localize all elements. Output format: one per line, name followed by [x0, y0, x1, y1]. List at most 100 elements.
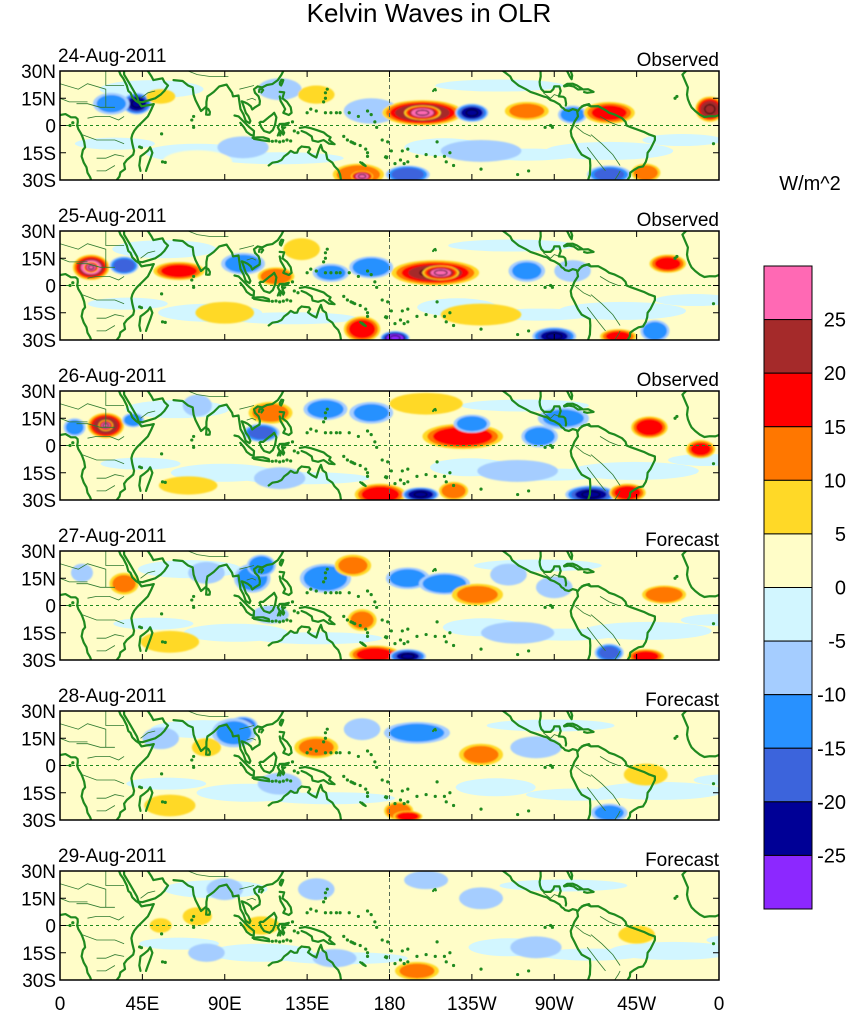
island: [448, 311, 452, 315]
anomaly-contour: [411, 108, 434, 118]
coastline-wafrica2: [60, 593, 79, 607]
colorbar-label: 0: [835, 578, 846, 600]
island: [516, 492, 520, 497]
island: [281, 619, 285, 623]
island: [71, 601, 75, 605]
panel-type: Observed: [637, 370, 719, 391]
island: [400, 149, 404, 153]
island: [356, 754, 360, 759]
anomaly-contour: [338, 556, 368, 575]
island: [71, 921, 75, 925]
anomaly-streak: [266, 792, 395, 805]
island: [516, 652, 520, 657]
island: [393, 322, 397, 326]
island: [322, 420, 326, 424]
anomaly-contour: [352, 258, 390, 277]
coastline-madagascar: [798, 147, 811, 171]
anomaly-streak: [557, 301, 686, 320]
coastline-fiji: [383, 635, 389, 640]
island: [479, 647, 483, 651]
island: [442, 794, 447, 798]
coastline-redsea: [118, 391, 155, 428]
island: [285, 778, 289, 782]
anomaly-streak: [126, 777, 207, 790]
anomaly-streak: [706, 935, 719, 945]
island: [424, 952, 428, 957]
island: [192, 765, 196, 769]
country-border: [76, 103, 115, 108]
country-border: [60, 883, 107, 908]
country-border: [140, 90, 156, 99]
island: [415, 634, 419, 638]
country-border: [586, 947, 606, 972]
country-border: [239, 885, 255, 890]
map-panel: 30N 15N 0 15S 30S 29-Aug-2011 Forecast: [21, 846, 720, 992]
island: [289, 139, 293, 143]
country-border: [140, 250, 156, 259]
anomaly-streak: [448, 239, 577, 252]
island: [365, 909, 370, 913]
coastline-arabia: [123, 711, 170, 744]
coastline-newcaledonia: [359, 961, 367, 968]
country-border: [105, 391, 125, 406]
coastline-java: [251, 776, 271, 783]
island: [527, 489, 531, 493]
anomaly-contour: [700, 100, 719, 118]
coastline-newguinea: [298, 285, 336, 306]
coastline-fiji: [383, 315, 389, 320]
colorbar-label: -10: [817, 685, 846, 707]
island: [369, 753, 373, 757]
country-border: [76, 743, 115, 748]
island: [325, 727, 329, 731]
country-border: [81, 134, 125, 145]
anomaly-contour: [459, 887, 504, 910]
coastline-newcaledonia: [359, 321, 367, 328]
coastline-redsea: [118, 711, 155, 748]
island: [365, 474, 370, 478]
coastline-wafrica2: [717, 753, 719, 757]
island: [448, 631, 452, 635]
country-border: [96, 474, 125, 479]
island: [292, 129, 296, 133]
coastline-somalia: [115, 103, 155, 180]
x-tick-label: 180: [374, 994, 406, 1015]
island: [285, 298, 289, 302]
island: [364, 307, 368, 311]
coastline-wafrica: [681, 551, 719, 599]
island: [274, 619, 278, 623]
island: [393, 642, 397, 646]
island: [479, 487, 483, 491]
country-border: [96, 634, 125, 639]
coastline-hainan: [257, 88, 265, 94]
y-tick-label: 15N: [21, 249, 56, 270]
coastline-newguinea: [298, 925, 336, 946]
island: [356, 434, 360, 439]
island: [389, 309, 393, 313]
island: [270, 299, 274, 303]
island: [435, 460, 439, 464]
contour-line: [131, 99, 143, 109]
colorbar-label: -20: [817, 792, 846, 814]
panel-date: 27-Aug-2011: [58, 526, 166, 547]
island: [292, 929, 296, 933]
coastline-somalia: [115, 743, 155, 820]
island: [351, 141, 355, 145]
anomaly-contour: [206, 878, 244, 901]
anomaly-contour: [542, 409, 584, 427]
country-border: [60, 243, 107, 268]
coastline-samericaE: [580, 263, 656, 340]
anomaly-contour: [632, 651, 659, 660]
island: [192, 914, 196, 919]
island: [314, 589, 318, 593]
country-border: [590, 774, 621, 806]
island: [190, 278, 194, 282]
country-border: [60, 97, 88, 103]
map-panel: 30N 15N 0 15S 30S 24-Aug-2011 Observed: [21, 46, 811, 192]
island: [548, 763, 553, 768]
island: [375, 605, 379, 609]
coastline-java: [251, 456, 271, 463]
island: [479, 327, 483, 331]
coastline-samerica: [569, 429, 592, 500]
panel-type: Forecast: [645, 690, 720, 711]
